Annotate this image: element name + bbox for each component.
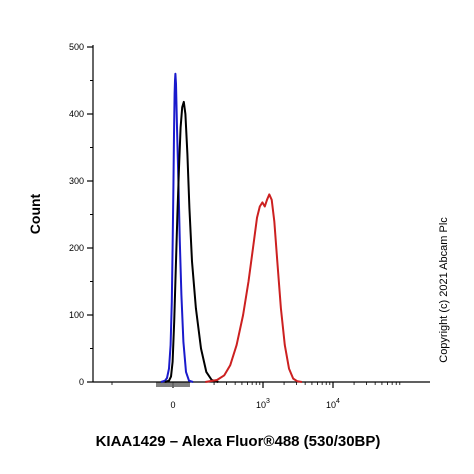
- series-line-1: [160, 72, 194, 383]
- series-line-2: [164, 100, 219, 383]
- y-axis: 0 100 200 300 400 500: [69, 42, 93, 387]
- y-tick-label: 0: [79, 377, 84, 387]
- series-line-3: [205, 193, 303, 383]
- x-axis: 0 103 104: [111, 382, 401, 410]
- y-tick-label: 400: [69, 109, 84, 119]
- x-tick-exponent: 4: [336, 398, 340, 405]
- x-tick-label: 104: [326, 398, 340, 410]
- y-tick-label: 500: [69, 42, 84, 52]
- y-axis-title: Count: [27, 193, 43, 234]
- plot-frame: [92, 45, 430, 383]
- x-tick-label: 0: [170, 400, 175, 410]
- y-tick-label: 300: [69, 176, 84, 186]
- copyright-text: Copyright (c) 2021 Abcam Plc: [438, 217, 450, 363]
- x-tick-base: 10: [326, 400, 336, 410]
- x-tick-exponent: 3: [266, 398, 270, 405]
- x-tick-label: 103: [256, 398, 270, 410]
- series-layer: [160, 72, 303, 383]
- x-axis-title: KIAA1429 – Alexa Fluor®488 (530/30BP): [96, 433, 381, 450]
- y-tick-label: 100: [69, 310, 84, 320]
- x-tick-base: 10: [256, 400, 266, 410]
- y-tick-label: 200: [69, 243, 84, 253]
